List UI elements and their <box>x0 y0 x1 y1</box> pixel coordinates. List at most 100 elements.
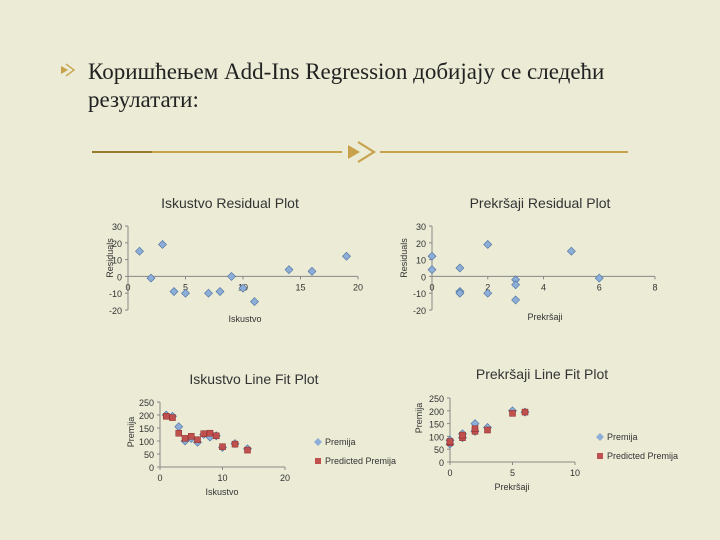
chart-1-point <box>284 265 294 275</box>
chart-1-x-tick-label: 5 <box>183 282 188 292</box>
chart-3-point-predicted <box>194 436 201 443</box>
chart-1-y-tick-label: 10 <box>112 256 122 266</box>
chart-1-point <box>307 266 317 276</box>
chart-4-y-tick-label: 150 <box>429 420 444 430</box>
chart-3-y-tick-label: 250 <box>139 398 154 408</box>
chart-4-legend-label: Premija <box>607 432 638 442</box>
chart-4-legend-marker <box>596 433 604 441</box>
chart-1-point <box>169 287 179 296</box>
chart-3-point-predicted <box>188 433 195 440</box>
chart-3-x-tick-label: 0 <box>157 473 162 483</box>
chart-2-x-tick-label: 8 <box>652 282 657 292</box>
chart-3-legend-label: Premija <box>325 437 356 447</box>
chart-3-y-tick-label: 150 <box>139 424 154 434</box>
chart-1-title: Iskustvo Residual Plot <box>161 195 299 211</box>
chart-2-point <box>427 251 437 261</box>
chart-2-point <box>566 246 576 256</box>
chart-4-y-tick-label: 50 <box>434 445 444 455</box>
chart-3-point-predicted <box>219 443 226 450</box>
chart-2-point <box>483 240 493 249</box>
bullet-text-line-1: Коришћењем Add-Ins Regression добијају с… <box>88 59 605 84</box>
chart-2-y-tick-label: 10 <box>416 256 426 266</box>
chart-3-y-tick-label: 100 <box>139 437 154 447</box>
divider-line-accent <box>92 151 152 153</box>
chart-2-x-axis-label: Prekršaji <box>527 312 562 322</box>
chart-1-point <box>250 297 259 307</box>
chart-1-y-tick-label: 30 <box>112 222 122 232</box>
chart-3-x-axis-label: Iskustvo <box>205 487 238 497</box>
chart-4-x-axis-label: Prekršaji <box>494 482 529 492</box>
chart-4-y-tick-label: 100 <box>429 432 444 442</box>
chart-2-point <box>511 280 521 290</box>
chart-4-x-tick-label: 10 <box>570 468 580 478</box>
chart-1-y-tick-label: -20 <box>109 306 122 316</box>
chart-3-point-predicted <box>231 440 239 448</box>
chart-1-x-tick-label: 15 <box>295 282 305 292</box>
chart-3-point-predicted <box>213 432 220 440</box>
chart-4-point-predicted <box>484 426 491 434</box>
bullet-icon <box>58 60 80 82</box>
chart-2-point <box>511 295 521 305</box>
chart-4-y-tick-label: 200 <box>429 407 444 417</box>
chart-4-legend-marker-predicted <box>597 453 603 459</box>
chart-2-y-tick-label: 30 <box>416 222 426 232</box>
chart-4-y-axis-label: Premija <box>414 403 424 434</box>
chart-3-x-tick-label: 20 <box>280 473 290 483</box>
chart-3-point-predicted <box>206 429 214 437</box>
ornament-icon <box>342 139 380 165</box>
chart-1-point <box>181 288 190 298</box>
bullet-paragraph: Коришћењем Add-Ins Regression добијају с… <box>61 58 702 114</box>
chart-2-y-tick-label: -10 <box>413 289 426 299</box>
chart-4-y-tick-label: 250 <box>429 394 444 404</box>
chart-1-point <box>215 287 225 296</box>
chart-3-title: Iskustvo Line Fit Plot <box>189 371 318 387</box>
chart-4-y-tick-label: 0 <box>439 458 444 468</box>
chart-4-x-tick-label: 0 <box>447 468 452 478</box>
chart-3-y-axis-label: Premija <box>126 417 136 448</box>
chart-1-y-tick-label: -10 <box>109 289 122 299</box>
chart-3-legend-marker <box>314 438 322 446</box>
chart-3-point-predicted <box>169 414 176 421</box>
chart-4-title: Prekršaji Line Fit Plot <box>476 366 608 382</box>
chart-2-y-tick-label: -20 <box>413 306 426 316</box>
chart-2-y-tick-label: 20 <box>416 239 426 249</box>
chart-3-y-tick-label: 0 <box>149 463 154 473</box>
chart-3-point-predicted <box>200 430 207 437</box>
chart-2-y-axis-label: Residuals <box>399 238 409 278</box>
chart-2-point <box>455 263 465 273</box>
chart-1-y-tick-label: 20 <box>112 239 122 249</box>
chart-1-point <box>238 283 248 293</box>
chart-3-x-tick-label: 10 <box>217 473 227 483</box>
chart-2-point <box>455 288 465 298</box>
chart-1-point <box>342 251 351 261</box>
chart-1-point <box>146 273 156 283</box>
chart-2-y-tick-label: 0 <box>421 272 426 282</box>
chart-2-point <box>427 265 437 275</box>
chart-2-x-tick-label: 6 <box>597 282 602 292</box>
chart-4-point-predicted <box>521 408 529 416</box>
chart-3-y-tick-label: 200 <box>139 411 154 421</box>
chart-2-point <box>483 288 493 298</box>
chart-1-point <box>158 240 167 249</box>
chart-4-legend-label: Predicted Premija <box>607 451 678 461</box>
chart-2-x-tick-label: 0 <box>429 282 434 292</box>
chart-3-point-predicted <box>175 429 182 437</box>
chart-1-y-axis-label: Residuals <box>105 238 115 278</box>
chart-1-x-tick-label: 20 <box>353 282 363 292</box>
chart-4-point-predicted <box>509 410 516 417</box>
chart-4-x-tick-label: 5 <box>510 468 515 478</box>
chart-1-x-axis-label: Iskustvo <box>228 314 261 324</box>
chart-3-legend-marker-predicted <box>315 458 321 464</box>
chart-4-point-predicted <box>471 425 479 432</box>
divider-line-right <box>380 151 628 153</box>
chart-2-x-tick-label: 2 <box>485 282 490 292</box>
chart-1-y-tick-label: 0 <box>117 272 122 282</box>
chart-3-point <box>174 422 184 432</box>
chart-3-point-predicted <box>181 435 189 442</box>
chart-1-point <box>227 271 236 281</box>
divider-line-left <box>92 151 342 153</box>
chart-3-point-predicted <box>244 446 251 454</box>
chart-2-x-tick-label: 4 <box>541 282 546 292</box>
chart-1-x-tick-label: 0 <box>125 282 130 292</box>
